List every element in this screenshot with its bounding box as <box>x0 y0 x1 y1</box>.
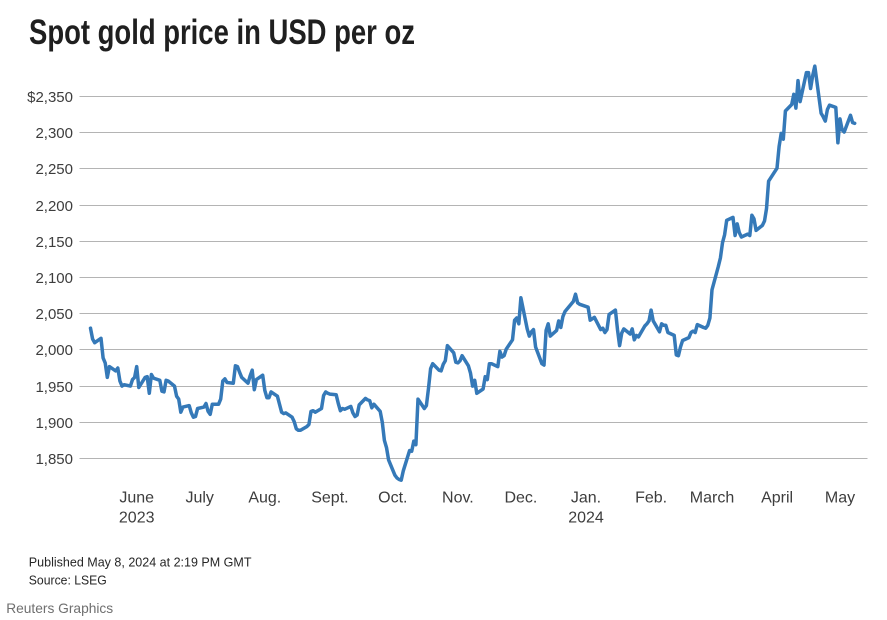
svg-text:2,050: 2,050 <box>35 306 73 323</box>
svg-text:1,950: 1,950 <box>35 379 73 396</box>
svg-text:2,200: 2,200 <box>35 198 73 215</box>
svg-text:Feb.: Feb. <box>635 489 667 506</box>
svg-text:2,150: 2,150 <box>35 234 73 251</box>
svg-text:Sept.: Sept. <box>311 489 348 506</box>
svg-text:2023: 2023 <box>119 510 155 527</box>
svg-text:Reuters Graphics: Reuters Graphics <box>6 600 113 616</box>
svg-text:Aug.: Aug. <box>248 489 281 506</box>
svg-text:2,000: 2,000 <box>35 342 73 359</box>
svg-text:Nov.: Nov. <box>442 489 474 506</box>
svg-text:2,250: 2,250 <box>35 161 73 178</box>
svg-text:Oct.: Oct. <box>378 489 407 506</box>
svg-text:April: April <box>761 489 793 506</box>
svg-text:2024: 2024 <box>568 510 604 527</box>
svg-text:Source: LSEG: Source: LSEG <box>29 573 107 588</box>
svg-text:2,300: 2,300 <box>35 125 73 142</box>
svg-text:Published May 8, 2024 at 2:19: Published May 8, 2024 at 2:19 PM GMT <box>29 555 252 570</box>
svg-text:July: July <box>185 489 213 506</box>
svg-text:May: May <box>825 489 855 506</box>
svg-text:1,850: 1,850 <box>35 451 73 468</box>
svg-text:1,900: 1,900 <box>35 415 73 432</box>
svg-text:June: June <box>119 489 154 506</box>
svg-text:$2,350: $2,350 <box>27 89 73 106</box>
svg-text:Spot gold price in USD per oz: Spot gold price in USD per oz <box>29 13 415 52</box>
svg-text:Dec.: Dec. <box>504 489 537 506</box>
svg-text:2,100: 2,100 <box>35 270 73 287</box>
svg-text:Jan.: Jan. <box>571 489 601 506</box>
svg-text:March: March <box>690 489 734 506</box>
